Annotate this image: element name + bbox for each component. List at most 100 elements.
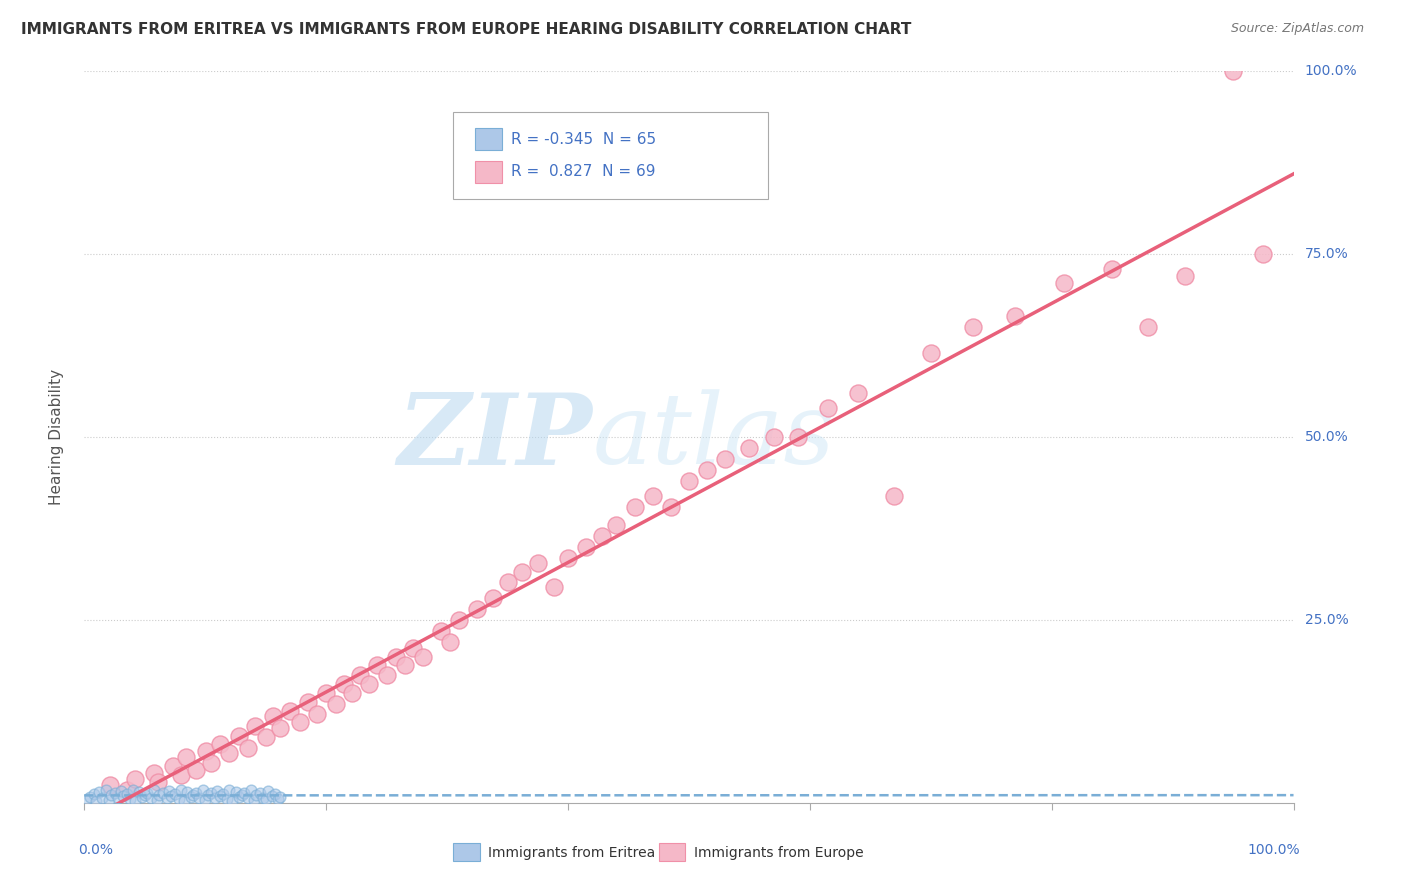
Point [1222,64,1244,78]
Point [846,386,869,401]
Point [883,489,905,503]
Point [184,763,207,777]
Point [167,792,190,806]
Point [176,785,198,799]
Point [86,794,108,808]
Point [557,550,579,565]
Point [257,784,280,798]
Point [79,789,101,804]
Point [385,649,408,664]
Point [128,785,150,799]
Point [165,787,187,801]
Point [333,677,356,691]
Point [215,792,238,806]
Text: atlas: atlas [592,390,835,484]
Point [245,789,267,803]
Point [110,784,132,798]
Point [325,697,347,711]
Point [430,624,453,638]
Y-axis label: Hearing Disability: Hearing Disability [49,369,63,505]
Point [762,430,785,444]
Point [200,756,222,770]
Text: IMMIGRANTS FROM ERITREA VS IMMIGRANTS FROM EUROPE HEARING DISABILITY CORRELATION: IMMIGRANTS FROM ERITREA VS IMMIGRANTS FR… [21,22,911,37]
Point [218,746,240,760]
Point [510,566,533,580]
Point [228,789,250,804]
Point [146,775,169,789]
Point [94,782,117,797]
Point [264,787,287,801]
Bar [659,843,685,862]
Point [269,789,291,804]
Text: 25.0%: 25.0% [1305,613,1348,627]
Point [160,789,183,804]
Point [115,782,138,797]
Point [236,791,259,805]
Point [124,772,146,787]
Point [591,529,613,543]
FancyBboxPatch shape [453,112,768,200]
Point [467,602,489,616]
Point [242,793,264,807]
Point [131,789,153,804]
Point [278,705,301,719]
Point [267,792,290,806]
Point [786,430,808,444]
Point [146,793,169,807]
Point [155,790,177,805]
Point [288,715,311,730]
Point [249,786,271,800]
Point [402,640,425,655]
Point [738,441,761,455]
Point [920,346,942,360]
Point [207,784,229,798]
Point [112,789,135,804]
Point [236,740,259,755]
Text: 100.0%: 100.0% [1305,64,1357,78]
Point [375,667,398,681]
Point [1101,261,1123,276]
Point [100,789,122,803]
Point [233,786,256,800]
Point [252,790,274,805]
Point [366,658,388,673]
Point [139,791,162,805]
Point [83,787,105,801]
Point [157,784,180,798]
Point [87,785,110,799]
Point [121,782,143,797]
Point [623,500,645,514]
Bar [475,128,502,151]
Bar [453,843,479,862]
Point [1053,277,1076,291]
Point [148,789,170,803]
Point [240,783,263,797]
Point [1137,320,1160,334]
Point [1253,247,1275,261]
Point [449,613,471,627]
Point [98,778,121,792]
Point [269,721,291,735]
Text: ZIP: ZIP [398,389,592,485]
Point [1004,310,1026,324]
Point [194,793,217,807]
Point [254,730,277,744]
Point [714,452,737,467]
Point [305,706,328,721]
Point [243,719,266,733]
Point [200,786,222,800]
Point [218,782,240,797]
Point [575,540,598,554]
Point [225,785,247,799]
Point [696,463,718,477]
Point [678,474,700,488]
Point [152,786,174,800]
Text: 100.0%: 100.0% [1247,843,1299,857]
Point [1174,269,1197,284]
Text: R = -0.345  N = 65: R = -0.345 N = 65 [512,132,657,147]
Point [262,709,284,723]
Point [439,635,461,649]
Point [120,792,142,806]
Point [184,786,207,800]
Point [143,765,166,780]
